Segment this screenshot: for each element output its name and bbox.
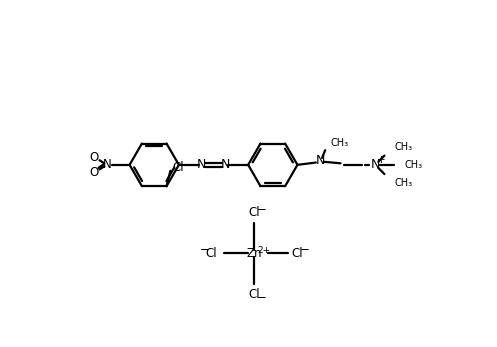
- Text: +: +: [377, 155, 386, 165]
- Text: N: N: [221, 158, 230, 171]
- Text: N: N: [316, 154, 325, 168]
- Text: CH₃: CH₃: [331, 138, 349, 148]
- Text: Cl: Cl: [248, 206, 260, 219]
- Text: Cl: Cl: [292, 247, 303, 260]
- Text: CH₃: CH₃: [405, 160, 422, 170]
- Text: Cl: Cl: [248, 288, 260, 301]
- Text: N: N: [371, 158, 380, 171]
- Text: Zn: Zn: [247, 247, 262, 260]
- Text: CH₃: CH₃: [395, 142, 413, 152]
- Text: O: O: [89, 151, 99, 164]
- Text: 2+: 2+: [258, 246, 271, 255]
- Text: Cl: Cl: [205, 247, 217, 260]
- Text: −: −: [256, 291, 266, 304]
- Text: −: −: [256, 203, 266, 216]
- Text: N: N: [103, 158, 112, 171]
- Text: −: −: [300, 243, 310, 256]
- Text: Cl: Cl: [172, 161, 184, 174]
- Text: −: −: [199, 243, 209, 256]
- Text: CH₃: CH₃: [395, 178, 413, 187]
- Text: O: O: [89, 166, 99, 179]
- Text: N: N: [197, 158, 206, 171]
